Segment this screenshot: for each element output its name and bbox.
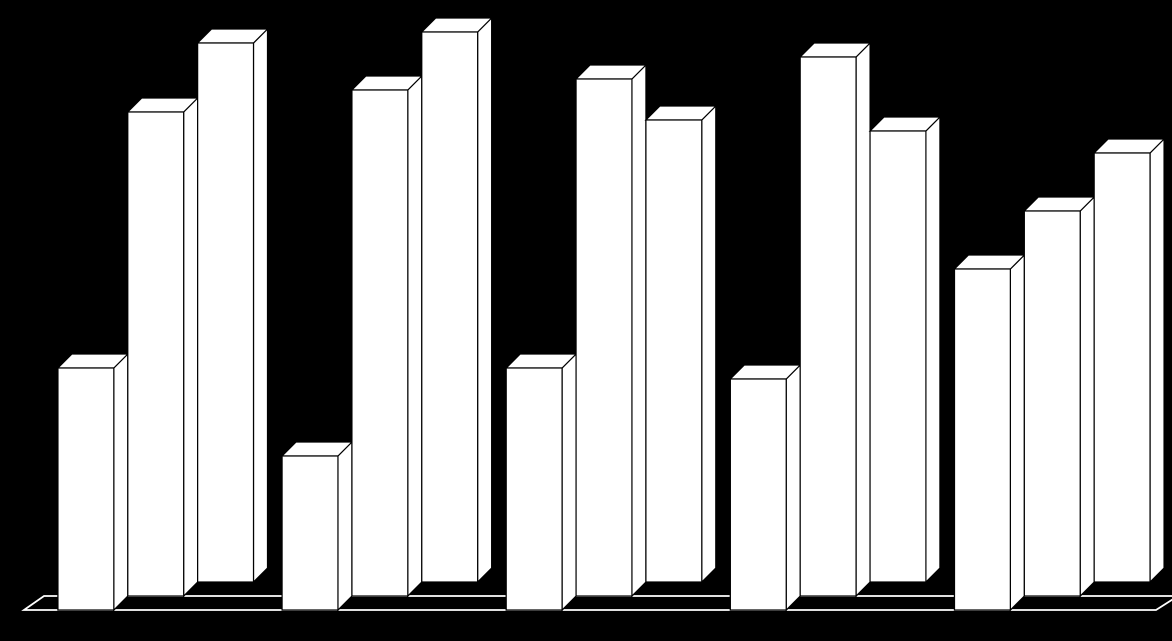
bar <box>955 255 1025 610</box>
bar <box>198 29 268 582</box>
bar <box>1094 139 1164 582</box>
bar <box>128 98 198 596</box>
bar <box>1024 197 1094 596</box>
bar <box>506 354 576 610</box>
bar <box>352 76 422 596</box>
bar <box>422 18 492 582</box>
bar <box>730 365 800 610</box>
bar <box>800 43 870 596</box>
bar <box>58 354 128 610</box>
bar <box>870 117 940 582</box>
bar <box>646 106 716 582</box>
bar <box>282 442 352 610</box>
bar-chart <box>0 0 1172 641</box>
bar <box>576 65 646 596</box>
